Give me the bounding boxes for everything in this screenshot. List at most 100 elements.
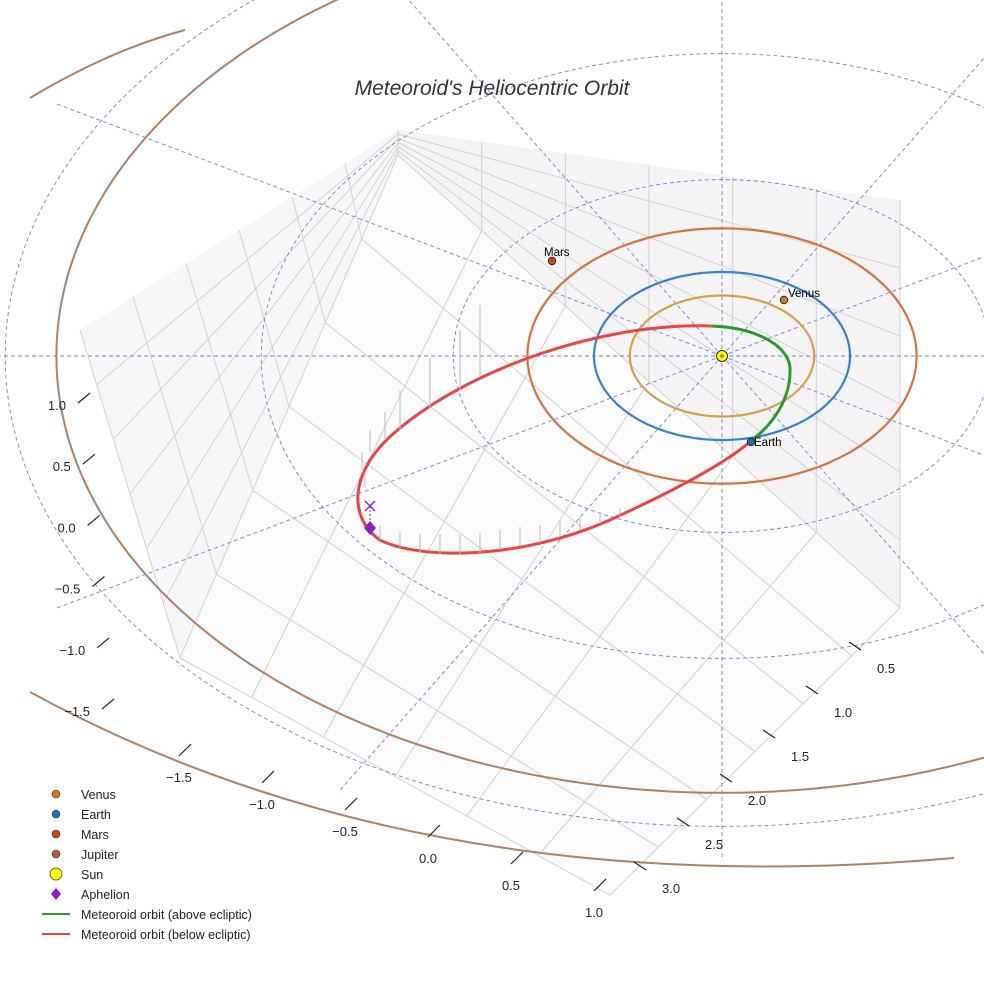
drop-lines bbox=[361, 305, 621, 555]
x-tick-mark bbox=[344, 797, 358, 811]
x-tick-label: 0.5 bbox=[502, 878, 520, 893]
meteoroid-orbit-above bbox=[711, 324, 792, 442]
wall-grid-line bbox=[397, 150, 901, 541]
grid-lines bbox=[79, 130, 901, 896]
z-tick-mark bbox=[82, 453, 96, 465]
x-tick-mark bbox=[261, 770, 275, 784]
axis-panes bbox=[80, 130, 900, 895]
y-tick-label: 1.5 bbox=[791, 749, 809, 764]
wall-grid-line bbox=[397, 133, 901, 269]
z-tick-mark bbox=[77, 392, 91, 404]
legend-item: Mars bbox=[51, 828, 109, 842]
legend-label: Sun bbox=[81, 868, 103, 882]
ecliptic-grid bbox=[0, 0, 984, 860]
floor-grid-line bbox=[322, 305, 566, 738]
chart-title: Meteoroid's Heliocentric Orbit bbox=[355, 77, 631, 100]
floor-grid-line bbox=[609, 607, 901, 896]
z-tick-mark bbox=[92, 576, 105, 588]
back-wall-pane bbox=[80, 130, 398, 658]
planet-earth-label: Earth bbox=[754, 437, 782, 449]
sun-core bbox=[720, 354, 724, 358]
legend-marker bbox=[51, 809, 61, 819]
orbit-venus bbox=[628, 294, 816, 418]
z-tick-label: 1.0 bbox=[48, 398, 66, 413]
legend-label: Earth bbox=[81, 808, 111, 822]
y-tick-label: 2.5 bbox=[705, 837, 723, 852]
x-tick-label: 1.0 bbox=[585, 905, 603, 920]
x-tick-mark bbox=[593, 878, 607, 892]
z-axis-ticks: 1.0 0.5 0.0 −0.5 −1.0 −1.5 bbox=[48, 392, 115, 719]
planet-venus-marker bbox=[779, 295, 789, 305]
y-tick-label: 0.5 bbox=[877, 661, 895, 676]
legend-item: Meteoroid orbit (below ecliptic) bbox=[42, 928, 251, 942]
floor-grid-line bbox=[394, 381, 650, 777]
x-axis-ticks: −1.5 −1.0 −0.5 0.0 0.5 1.0 bbox=[166, 743, 607, 920]
floor-grid-line bbox=[466, 456, 734, 817]
orbit-jupiter bbox=[55, 0, 984, 794]
y-tick-mark bbox=[719, 773, 733, 783]
legend-label: Mars bbox=[81, 828, 109, 842]
ecliptic-spoke bbox=[721, 57, 984, 357]
legend-item: Venus bbox=[51, 788, 116, 802]
legend-label: Jupiter bbox=[81, 848, 119, 862]
legend-item: Aphelion bbox=[51, 888, 130, 902]
legend-item: Earth bbox=[51, 808, 111, 822]
legend-item: Meteoroid orbit (above ecliptic) bbox=[42, 908, 252, 922]
floor-grid-line bbox=[537, 532, 817, 856]
orbit-jupiter-arc bbox=[29, 29, 186, 99]
orbit-paths bbox=[29, 0, 984, 868]
legend-marker bbox=[51, 829, 61, 839]
wall-grid-line bbox=[146, 146, 399, 549]
y-tick-mark bbox=[633, 861, 647, 871]
legend-label: Meteoroid orbit (above ecliptic) bbox=[81, 908, 252, 922]
markers: Venus Earth Mars bbox=[364, 247, 820, 535]
planet-mars-marker bbox=[547, 256, 557, 266]
wall-grid-line bbox=[162, 150, 399, 604]
planet-venus-label: Venus bbox=[788, 288, 820, 300]
y-tick-mark bbox=[762, 729, 776, 739]
z-tick-label: −0.5 bbox=[55, 582, 81, 597]
legend-item: Sun bbox=[49, 867, 103, 882]
y-tick-mark bbox=[848, 641, 862, 651]
ecliptic-spoke bbox=[408, 0, 723, 357]
y-tick-label: 2.0 bbox=[748, 793, 766, 808]
legend-marker bbox=[51, 789, 61, 799]
x-tick-label: 0.0 bbox=[419, 851, 437, 866]
y-tick-mark bbox=[676, 817, 690, 827]
wall-grid-line bbox=[129, 142, 399, 495]
z-tick-mark bbox=[101, 698, 115, 710]
legend-label: Meteoroid orbit (below ecliptic) bbox=[81, 928, 251, 942]
x-tick-mark bbox=[510, 851, 524, 865]
planet-mars-label: Mars bbox=[544, 247, 570, 259]
legend-item: Jupiter bbox=[51, 848, 119, 862]
planet-earth-marker bbox=[746, 437, 756, 447]
z-tick-label: −1.0 bbox=[60, 643, 86, 658]
x-tick-label: −1.0 bbox=[249, 797, 275, 812]
legend: Venus Earth Mars Jupiter Sun Aphelion Meteoroi… bbox=[42, 788, 252, 942]
orbit-jupiter-arc bbox=[29, 691, 955, 868]
aphelion-projection-marker bbox=[364, 500, 376, 512]
x-tick-label: −0.5 bbox=[332, 824, 358, 839]
legend-marker bbox=[51, 888, 61, 900]
orbit-mars bbox=[526, 227, 918, 485]
z-tick-label: 0.0 bbox=[58, 520, 76, 535]
ecliptic-spoke bbox=[337, 355, 723, 793]
z-tick-mark bbox=[87, 514, 100, 526]
ecliptic-spoke bbox=[721, 355, 984, 655]
ecliptic-ring bbox=[260, 53, 984, 659]
legend-label: Venus bbox=[81, 788, 116, 802]
x-tick-mark bbox=[427, 824, 441, 838]
z-tick-label: −1.5 bbox=[64, 704, 90, 719]
legend-marker bbox=[49, 867, 63, 881]
legend-label: Aphelion bbox=[81, 888, 130, 902]
y-tick-label: 3.0 bbox=[662, 881, 680, 896]
orbit-earth bbox=[592, 270, 852, 442]
legend-marker bbox=[51, 849, 61, 859]
x-tick-mark bbox=[178, 743, 192, 757]
x-tick-label: −1.5 bbox=[166, 770, 192, 785]
y-axis-ticks: 0.5 1.0 1.5 2.0 2.5 3.0 bbox=[633, 641, 895, 896]
z-tick-label: 0.5 bbox=[53, 459, 71, 474]
wall-grid-line bbox=[397, 146, 901, 473]
meteoroid-orbit-below bbox=[356, 324, 754, 555]
